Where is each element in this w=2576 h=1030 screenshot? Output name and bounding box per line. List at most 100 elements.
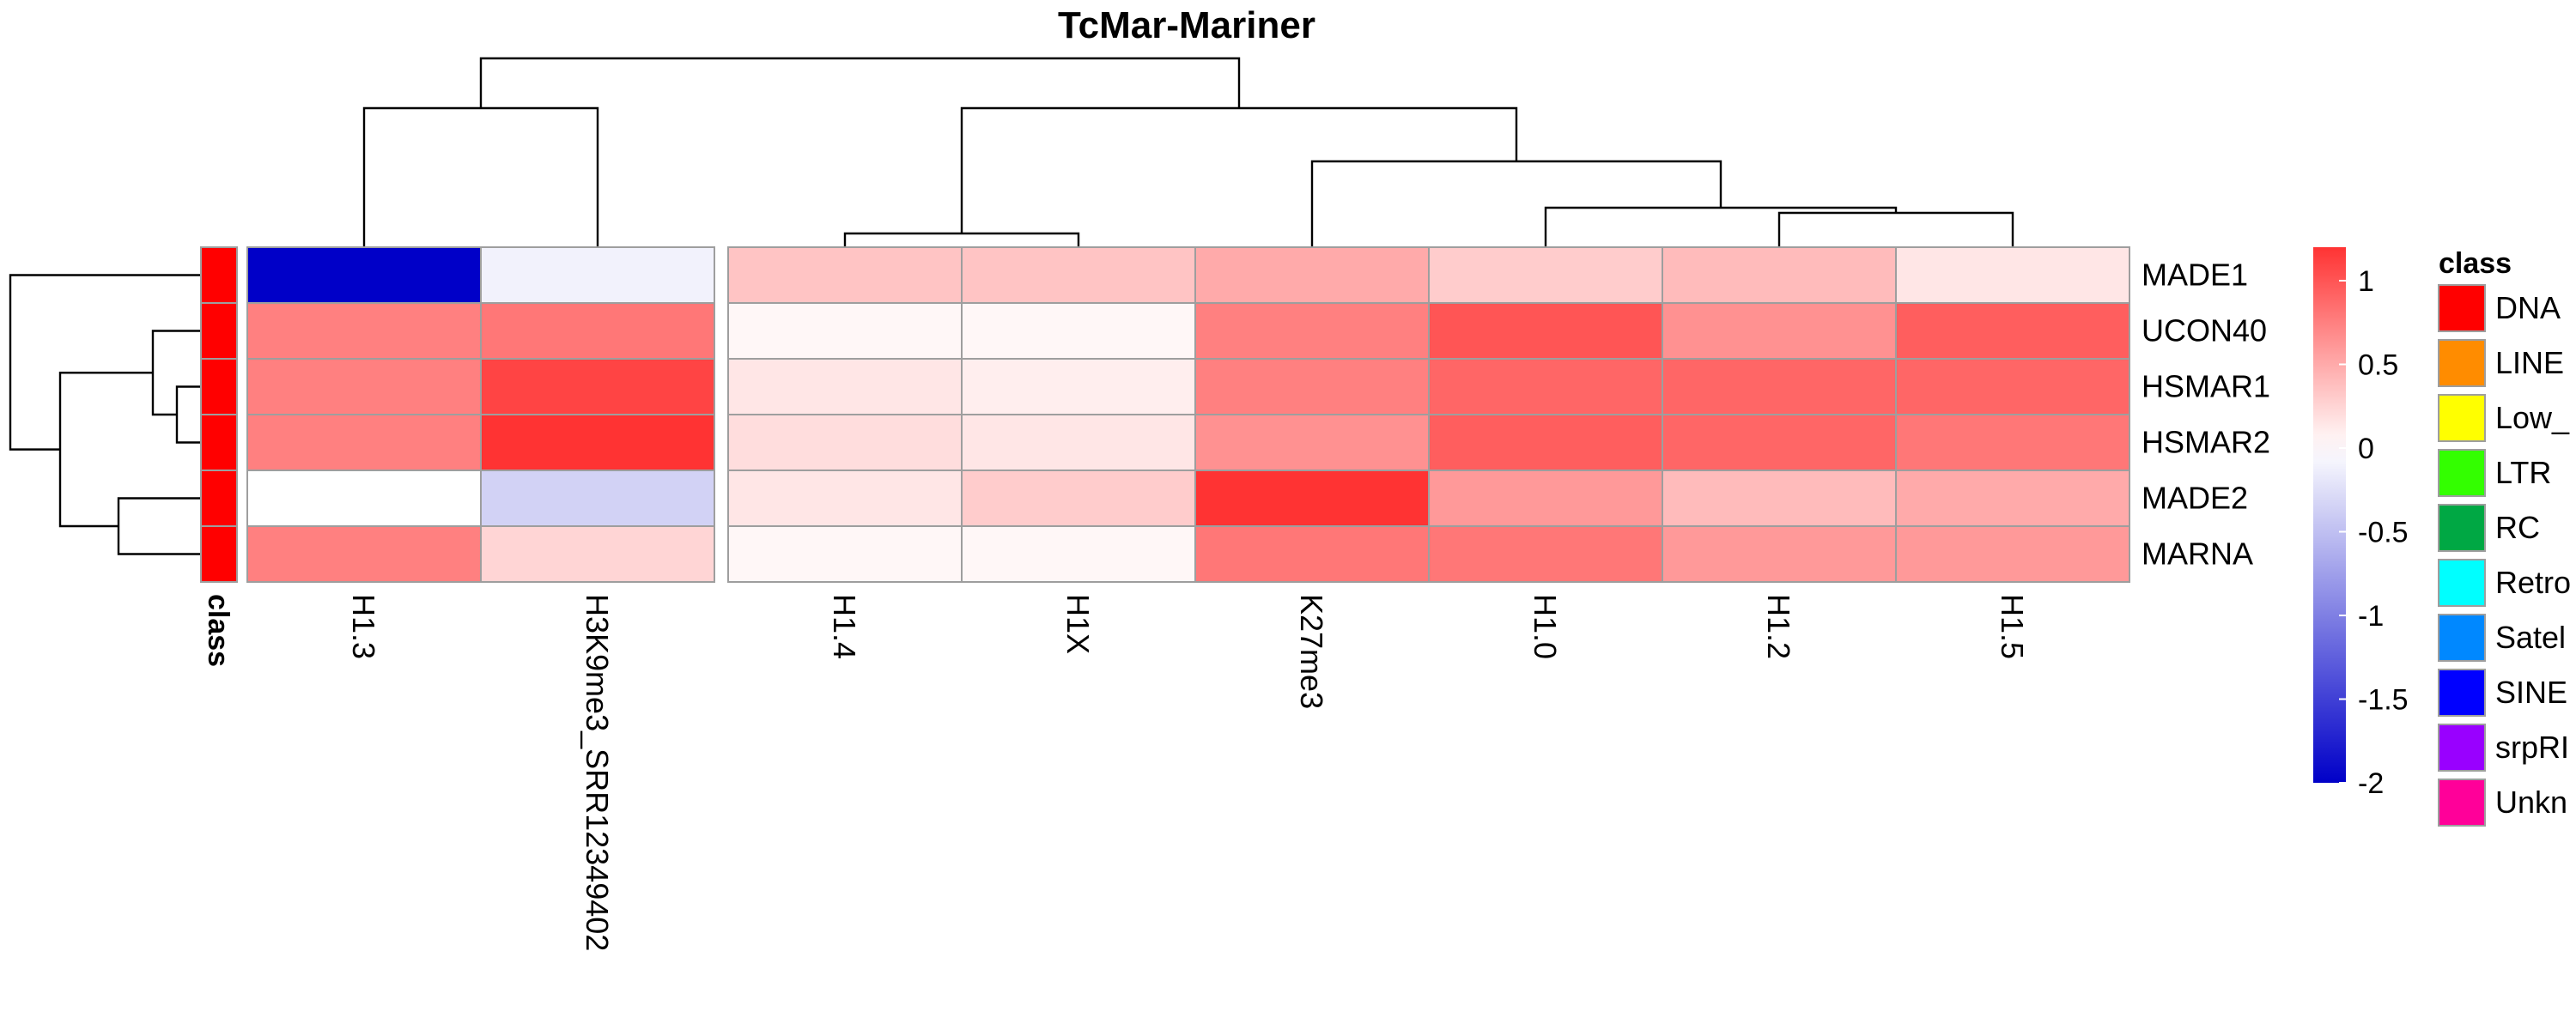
heatmap-cell (246, 414, 482, 471)
row-labels: MADE1 UCON40 HSMAR1 HSMAR2 MADE2 MARNA (2142, 258, 2270, 572)
heatmap-cell (727, 470, 963, 527)
heatmap-cell (1194, 302, 1430, 360)
column-label: H1.0 (1528, 594, 1563, 659)
dendrogram-branch (1777, 211, 2014, 247)
color-scale-tick-label: 0 (2358, 433, 2374, 465)
heatmap-cell (1428, 302, 1663, 360)
heatmap-cell (1428, 358, 1663, 415)
heatmap-cell (1895, 470, 2130, 527)
chart-title: TcMar-Mariner (1058, 4, 1315, 46)
row-label: HSMAR2 (2142, 425, 2270, 460)
heatmap-cell (480, 302, 715, 360)
heatmap-cell (480, 246, 715, 304)
dendrogram-branch (1310, 160, 1722, 247)
heatmap-cell (1895, 302, 2130, 360)
class-legend-label: Unkn (2495, 785, 2567, 820)
class-legend-label: Low_ (2495, 400, 2570, 435)
heatmap-cell (1428, 470, 1663, 527)
dendrogram-branch (843, 232, 1080, 247)
annotation-column-label: class (202, 594, 234, 667)
column-label: H1.3 (346, 594, 381, 659)
heatmap-cell (1662, 470, 1897, 527)
column-labels: H1.3 H3K9me3_SRR12349402 H1.4 H1X K27me3 H1.0… (346, 594, 2030, 951)
class-annotation-cell (200, 246, 238, 304)
row-label: HSMAR1 (2142, 369, 2270, 404)
dendrogram-branch (479, 57, 1241, 108)
heatmap-cell (1662, 525, 1897, 583)
heatmap-cell (727, 246, 963, 304)
class-legend-label: RC (2495, 510, 2540, 545)
color-scale-tick-label: 1 (2358, 265, 2374, 298)
class-annotation-cell (200, 414, 238, 471)
class-legend-label: LINE (2495, 345, 2564, 380)
heatmap-cell (1428, 525, 1663, 583)
heatmap-cell (480, 525, 715, 583)
class-legend-swatch (2438, 394, 2486, 442)
dendrogram-branch (175, 385, 201, 444)
class-legend: class DNA LINE Low_ LTR RC Retro Satel SINE srpRI… (2438, 247, 2571, 827)
class-legend-label: DNA (2495, 290, 2561, 325)
class-legend-swatch (2438, 614, 2486, 662)
color-scale-tick-label: -0.5 (2358, 517, 2409, 549)
heatmap-cell (246, 525, 482, 583)
class-annotation-cell (200, 302, 238, 360)
column-label: H1.5 (1995, 594, 2030, 659)
color-scale-tick-label: -1.5 (2358, 684, 2409, 717)
heatmap-cell (1428, 414, 1663, 471)
heatmap-cell (727, 525, 963, 583)
heatmap-cell (246, 470, 482, 527)
heatmap-cell (1662, 246, 1897, 304)
color-scale-tick-label: 0.5 (2358, 349, 2398, 382)
class-legend-swatch (2438, 504, 2486, 552)
row-label: MADE2 (2142, 481, 2248, 516)
class-annotation-cell (200, 358, 238, 415)
class-legend-swatch (2438, 284, 2486, 332)
heatmap-cells (246, 246, 2130, 583)
row-label: MARNA (2142, 536, 2253, 572)
heatmap-cell (727, 358, 963, 415)
heatmap-cell (1895, 414, 2130, 471)
class-legend-swatch (2438, 669, 2486, 717)
heatmap-cell (1428, 246, 1663, 304)
row-label: MADE1 (2142, 258, 2248, 293)
dendrogram-branch (9, 274, 201, 451)
class-legend-swatch (2438, 339, 2486, 387)
heatmap-cell (961, 358, 1196, 415)
heatmap-cell (1895, 358, 2130, 415)
class-legend-label: srpRI (2495, 730, 2569, 765)
class-legend-label: Satel (2495, 620, 2566, 655)
class-legend-swatch (2438, 724, 2486, 772)
heatmap-cell (727, 414, 963, 471)
heatmap-cell (480, 470, 715, 527)
heatmap-cell (961, 414, 1196, 471)
class-legend-label: SINE (2495, 675, 2567, 710)
dendrogram-branch (58, 372, 153, 528)
class-annotation-cell (200, 525, 238, 583)
heatmap-cell (1662, 358, 1897, 415)
heatmap-cell (961, 470, 1196, 527)
column-label: H1.4 (827, 594, 862, 659)
class-annotation-column: class (200, 246, 238, 667)
heatmap-cell (1194, 525, 1430, 583)
class-legend-swatch (2438, 559, 2486, 607)
color-scale-tick-label: -1 (2358, 600, 2384, 633)
heatmap-cell (1194, 246, 1430, 304)
column-label: H1.2 (1761, 594, 1796, 659)
heatmap-cell (1895, 525, 2130, 583)
dendrogram-branch (117, 497, 201, 555)
class-annotation-cell (200, 470, 238, 527)
row-dendrogram (9, 274, 201, 555)
heatmap-cell (246, 246, 482, 304)
heatmap-cell (961, 525, 1196, 583)
color-scale-bar (2313, 247, 2346, 783)
dendrogram-branch (362, 106, 599, 247)
class-legend-title: class (2439, 247, 2512, 280)
heatmap-cell (1662, 414, 1897, 471)
class-legend-label: LTR (2495, 455, 2551, 490)
heatmap-cell (480, 358, 715, 415)
column-label: K27me3 (1294, 594, 1329, 709)
heatmap-cell (1194, 414, 1430, 471)
class-legend-swatch (2438, 449, 2486, 497)
heatmap-cell (1895, 246, 2130, 304)
